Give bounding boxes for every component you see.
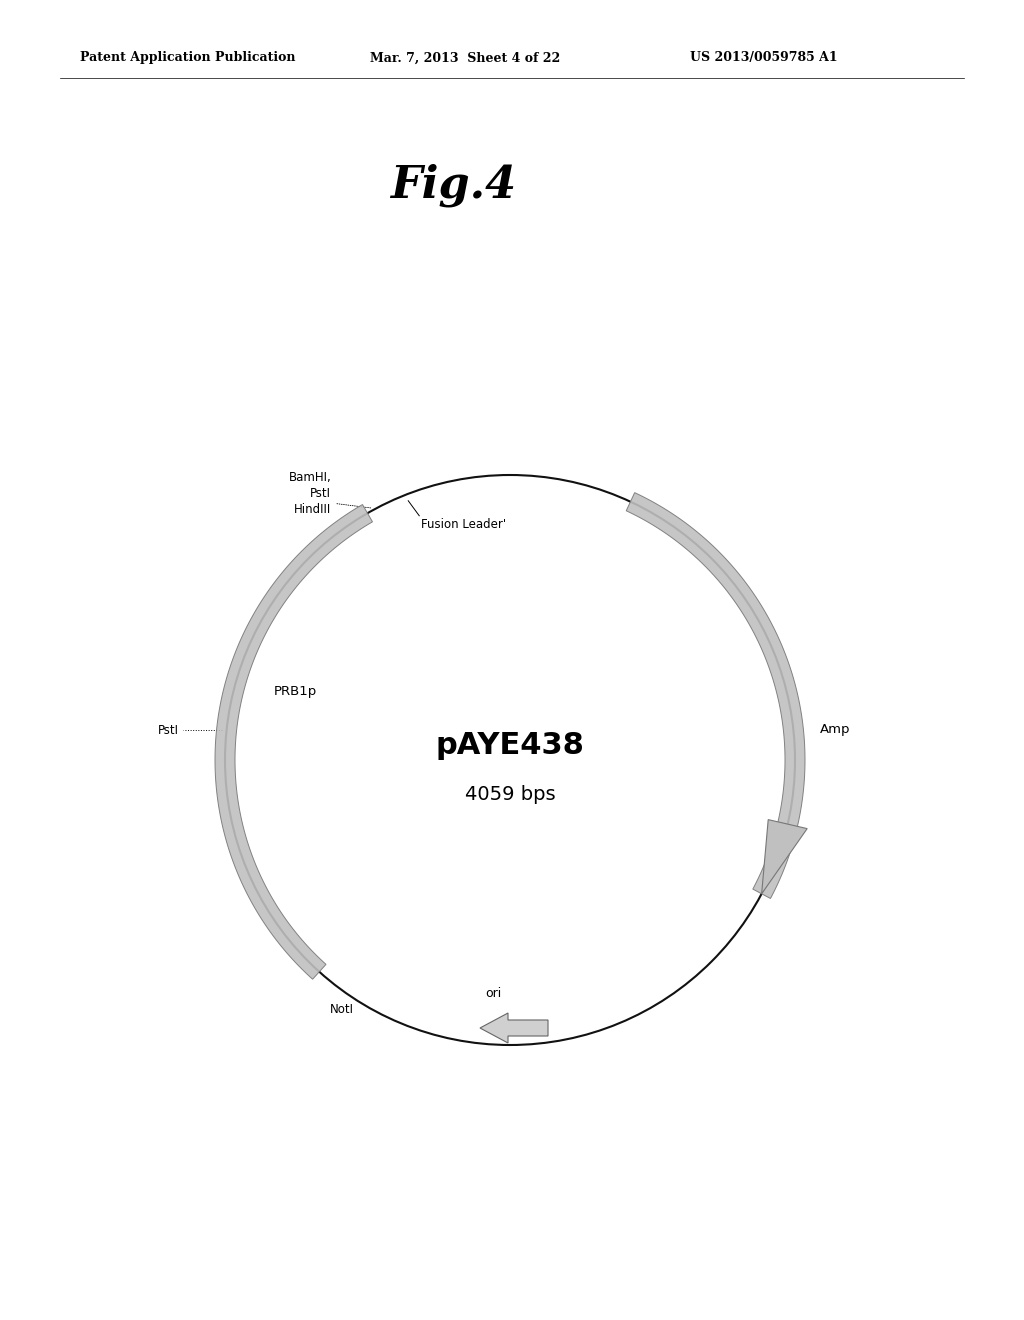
Text: PstI: PstI — [158, 723, 178, 737]
Polygon shape — [762, 820, 807, 894]
Text: Mar. 7, 2013  Sheet 4 of 22: Mar. 7, 2013 Sheet 4 of 22 — [370, 51, 560, 65]
Text: US 2013/0059785 A1: US 2013/0059785 A1 — [690, 51, 838, 65]
Polygon shape — [627, 492, 805, 899]
Text: PRB1p: PRB1p — [274, 685, 317, 698]
Text: Fusion Leader': Fusion Leader' — [421, 517, 506, 531]
Text: pAYE438: pAYE438 — [435, 730, 585, 759]
Text: ori: ori — [485, 987, 502, 1001]
Text: Fig.4: Fig.4 — [390, 164, 516, 207]
Polygon shape — [215, 504, 373, 979]
Text: NotI: NotI — [330, 1003, 353, 1015]
Text: Patent Application Publication: Patent Application Publication — [80, 51, 296, 65]
Text: 4059 bps: 4059 bps — [465, 785, 555, 804]
Text: Amp: Amp — [820, 723, 851, 737]
FancyArrow shape — [480, 1012, 548, 1043]
Text: BamHI,
PstI
HindIII: BamHI, PstI HindIII — [289, 471, 331, 516]
